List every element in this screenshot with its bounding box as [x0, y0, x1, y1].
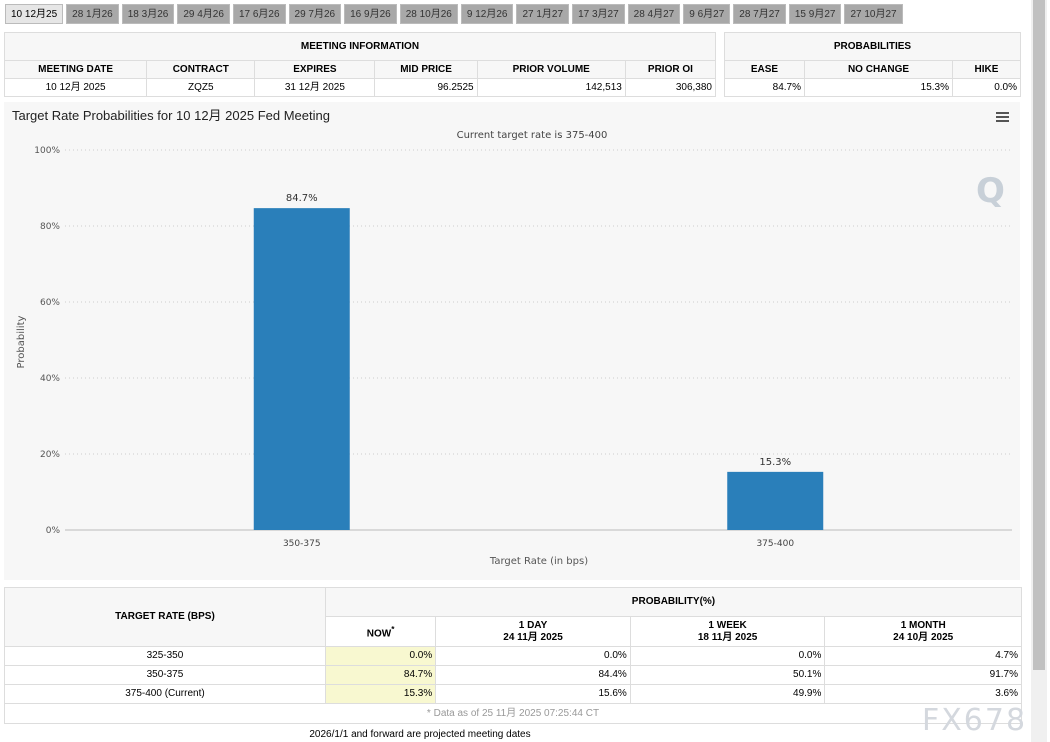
probability-col-header: NO CHANGE — [804, 60, 953, 79]
meeting-tab[interactable]: 28 1月26 — [66, 4, 119, 24]
probability-cell: 50.1% — [629, 665, 826, 685]
meeting-value: 10 12月 2025 — [3, 78, 148, 97]
data-label: 84.7% — [286, 193, 318, 204]
menu-icon[interactable] — [996, 112, 1009, 122]
y-axis-label: Probability — [16, 315, 27, 368]
meeting-tab[interactable]: 27 10月27 — [844, 4, 903, 24]
y-tick-label: 80% — [40, 222, 60, 232]
probability-table: TARGET RATE (BPS) PROBABILITY(%) NOW* 1 D… — [4, 587, 1023, 724]
probability-cell: 15.6% — [435, 684, 631, 704]
meeting-tab[interactable]: 9 6月27 — [683, 4, 731, 24]
period-col-header: 1 DAY 24 11月 2025 — [435, 616, 631, 647]
meeting-tab[interactable]: 18 3月26 — [121, 4, 175, 24]
probabilities-title: PROBABILITIES — [724, 32, 1021, 61]
meeting-tab[interactable]: 29 4月26 — [177, 4, 230, 24]
probability-value: 84.7% — [724, 78, 805, 97]
meeting-col-header: CONTRACT — [146, 60, 256, 79]
bar[interactable] — [727, 471, 824, 530]
probability-cell: 4.7% — [824, 646, 1022, 666]
probability-cell: 3.6% — [824, 684, 1022, 704]
meeting-value: 142,513 — [476, 78, 626, 97]
table-row: 350-375 84.7% 84.4% 50.1% 91.7% — [4, 665, 1022, 685]
meeting-tab[interactable]: 28 7月27 — [733, 4, 786, 24]
table-row: 325-350 0.0% 0.0% 0.0% 4.7% — [4, 646, 1022, 666]
x-tick-label: 350-375 — [283, 539, 321, 549]
footer-note: 2026/1/1 and forward are projected meeti… — [309, 729, 531, 740]
meeting-col-header: MEETING DATE — [3, 60, 148, 79]
meeting-tab[interactable]: 28 4月27 — [627, 4, 681, 24]
period-col-header: NOW* — [324, 616, 437, 647]
period-date: 24 11月 2025 — [503, 631, 563, 643]
data-label: 15.3% — [759, 457, 791, 468]
y-tick-label: 100% — [34, 146, 60, 156]
x-tick-label: 375-400 — [756, 539, 794, 549]
data-note: * Data as of 25 11月 2025 07:25:44 CT — [4, 703, 1022, 724]
meeting-info-table: MEETING INFORMATION MEETING DATE CONTRACT… — [3, 32, 717, 97]
probability-cell: 91.7% — [824, 665, 1022, 685]
meeting-value: 96.2525 — [374, 78, 478, 97]
scrollbar-thumb[interactable] — [1033, 0, 1045, 670]
probability-cell: 15.3% — [324, 684, 437, 704]
period-col-header: 1 WEEK 18 11月 2025 — [629, 616, 826, 647]
chart-subtitle: Current target rate is 375-400 — [457, 130, 608, 141]
meeting-tab[interactable]: 17 3月27 — [572, 4, 625, 24]
target-rate-cell: 375-400 (Current) — [4, 684, 326, 704]
chart-title: Target Rate Probabilities for 10 12月 202… — [12, 108, 330, 123]
probability-col-header: HIKE — [952, 60, 1021, 79]
period-label: 1 DAY — [518, 619, 548, 631]
meeting-tab[interactable]: 10 12月25 — [5, 4, 64, 24]
probabilities-table: PROBABILITIES EASE NO CHANGE HIKE 84.7% 15.3… — [724, 32, 1021, 97]
meeting-col-header: EXPIRES — [254, 60, 376, 79]
meeting-tabs: 10 12月25 28 1月26 18 3月26 29 4月26 17 6月26 29 7… — [5, 4, 903, 24]
probability-header: PROBABILITY(%) — [324, 587, 1023, 617]
chart-logo: Q — [976, 171, 1005, 211]
meeting-tab[interactable]: 28 10月26 — [399, 4, 458, 24]
meeting-info-title: MEETING INFORMATION — [4, 32, 716, 61]
meeting-tab[interactable]: 17 6月26 — [232, 4, 286, 24]
meeting-tab[interactable]: 29 7月26 — [288, 4, 342, 24]
meeting-tab[interactable]: 16 9月26 — [344, 4, 397, 24]
meeting-value: ZQZ5 — [146, 78, 256, 97]
meeting-tab[interactable]: 9 12月26 — [460, 4, 514, 24]
scrollbar[interactable] — [1031, 0, 1047, 742]
probability-cell: 84.4% — [435, 665, 631, 685]
period-col-header: 1 MONTH 24 10月 2025 — [824, 616, 1022, 647]
y-tick-label: 0% — [46, 526, 61, 536]
target-rate-header: TARGET RATE (BPS) — [4, 587, 326, 647]
probability-cell: 0.0% — [629, 646, 826, 666]
now-asterisk: * — [391, 623, 395, 634]
chart-panel: Target Rate Probabilities for 10 12月 202… — [4, 102, 1020, 580]
period-date: 24 10月 2025 — [893, 631, 954, 643]
watermark: FX678 — [922, 703, 1028, 738]
period-date: 18 11月 2025 — [697, 631, 758, 643]
y-tick-label: 60% — [40, 298, 60, 308]
probability-cell: 49.9% — [629, 684, 826, 704]
probability-col-header: EASE — [724, 60, 805, 79]
probability-value: 15.3% — [804, 78, 953, 97]
period-label: 1 MONTH — [900, 619, 946, 631]
meeting-tab[interactable]: 15 9月27 — [788, 4, 842, 24]
meeting-col-header: PRIOR VOLUME — [476, 60, 626, 79]
meeting-col-header: PRIOR OI — [624, 60, 717, 79]
target-rate-cell: 325-350 — [4, 646, 326, 666]
period-label: 1 WEEK — [708, 619, 747, 631]
bar[interactable] — [253, 208, 350, 530]
meeting-col-header: MID PRICE — [374, 60, 478, 79]
probability-cell: 0.0% — [324, 646, 437, 666]
table-row: 375-400 (Current) 15.3% 15.6% 49.9% 3.6% — [4, 684, 1022, 704]
meeting-tab[interactable]: 27 1月27 — [516, 4, 570, 24]
y-tick-label: 40% — [40, 374, 60, 384]
target-rate-cell: 350-375 — [4, 665, 326, 685]
meeting-value: 31 12月 2025 — [254, 78, 376, 97]
bar-chart: Target Rate Probabilities for 10 12月 202… — [12, 108, 1012, 567]
x-axis-label: Target Rate (in bps) — [489, 556, 588, 567]
probability-cell: 84.7% — [324, 665, 437, 685]
meeting-value: 306,380 — [624, 78, 717, 97]
probability-cell: 0.0% — [435, 646, 631, 666]
period-label: NOW — [366, 628, 392, 640]
probability-value: 0.0% — [952, 78, 1021, 97]
y-tick-label: 20% — [40, 450, 60, 460]
